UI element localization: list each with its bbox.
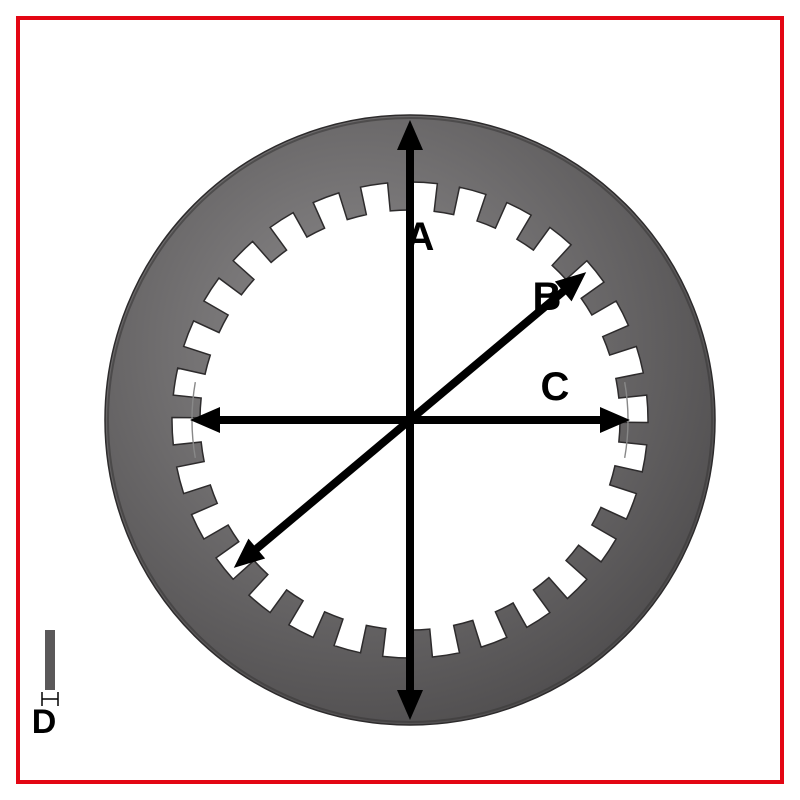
- label-a: A: [406, 215, 435, 259]
- diagram-svg: A B C D: [0, 0, 800, 800]
- diagram-frame: A B C D: [0, 0, 800, 800]
- label-b: B: [533, 275, 562, 319]
- label-d: D: [32, 703, 57, 741]
- label-c: C: [541, 365, 570, 409]
- thickness-bar: [45, 630, 55, 690]
